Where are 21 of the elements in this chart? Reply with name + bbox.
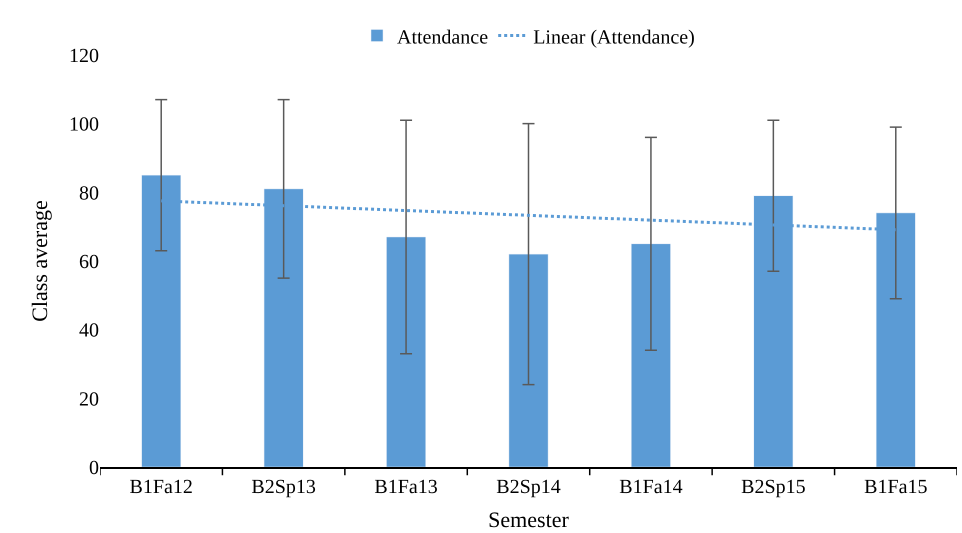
x-tick-label: B1Fa13 (374, 476, 438, 498)
y-tick-label: 20 (79, 388, 99, 410)
y-tick-label: 80 (79, 182, 99, 204)
x-tick-label: B2Sp15 (741, 476, 806, 498)
legend-label: Attendance (397, 26, 488, 48)
x-tick-label: B2Sp13 (251, 476, 316, 498)
y-axis-title: Class average (26, 200, 52, 322)
x-axis-title: Semester (488, 507, 570, 532)
bar (631, 244, 671, 467)
bar (508, 254, 548, 467)
x-tick-label: B2Sp14 (496, 476, 561, 498)
x-tick-label: B1Fa14 (619, 476, 683, 498)
y-tick-label: 120 (69, 45, 99, 67)
legend-label: Linear (Attendance) (533, 26, 695, 48)
y-tick-label: 100 (69, 114, 99, 136)
x-tick-label: B1Fa12 (130, 476, 193, 498)
x-tick-label: B1Fa15 (864, 476, 928, 498)
y-tick-label: 0 (89, 457, 99, 479)
y-tick-label: 60 (79, 251, 99, 273)
y-tick-label: 40 (79, 320, 99, 342)
bar (386, 236, 426, 467)
